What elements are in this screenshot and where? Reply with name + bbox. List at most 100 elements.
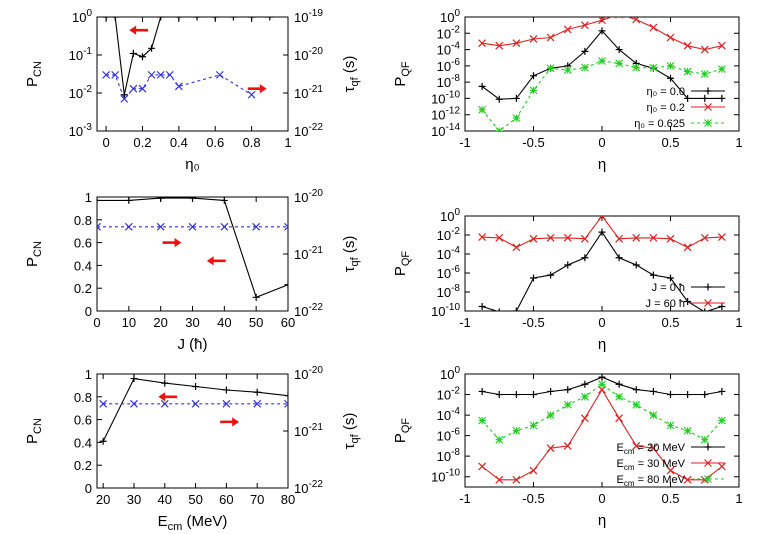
data-point — [632, 441, 641, 450]
data-point — [718, 94, 726, 102]
data-point — [580, 234, 589, 243]
data-point — [211, 17, 219, 21]
data-point — [130, 399, 138, 408]
data-point — [161, 379, 169, 387]
panel-d: -1 -0.5 0 0.5 1 10-10 10-8 10-6 10-4 10-2 100 η PQF J… — [392, 207, 743, 353]
y-tick-label: 0.4 — [74, 435, 92, 450]
data-point — [156, 222, 165, 231]
data-point — [649, 23, 658, 32]
data-point — [512, 426, 521, 435]
data-point — [546, 411, 555, 419]
data-point — [220, 197, 228, 204]
series-line — [481, 231, 723, 311]
y-tick-label: 1 — [85, 367, 92, 382]
data-point — [99, 399, 108, 408]
data-point — [717, 233, 726, 242]
y-axis-label: PCN — [24, 418, 44, 444]
y-tick-label: 10-10 — [431, 468, 460, 485]
data-point — [284, 222, 288, 231]
y2-tick-label: 10-19 — [294, 8, 323, 25]
data-point — [512, 243, 521, 252]
x-tick-label: 40 — [158, 492, 172, 507]
series-group — [478, 17, 726, 131]
x-tick-label: 1 — [735, 135, 742, 150]
axis-indicator-arrow — [220, 417, 240, 427]
x-tick-label: 40 — [217, 315, 231, 330]
y2-axis-label: τqf (s) — [341, 56, 361, 93]
axis-indicator-arrow — [158, 392, 178, 402]
data-point — [632, 386, 640, 394]
x-tick-label: 0.8 — [243, 135, 261, 150]
series-line — [481, 388, 723, 481]
x-tick-label: 30 — [185, 315, 199, 330]
data-point — [529, 466, 538, 475]
x-tick-label: -1 — [459, 491, 471, 506]
x-tick-label: 1 — [284, 135, 291, 150]
data-point — [700, 233, 709, 242]
y-tick-label: 10-2 — [437, 226, 461, 243]
data-point — [111, 70, 120, 79]
legend: Ecm = 20 MeV Ecm = 30 MeV Ecm = 80 MeV — [617, 442, 725, 488]
y-tick-label: 100 — [72, 8, 92, 25]
data-point — [667, 74, 674, 82]
y-tick-label: 0.2 — [74, 458, 92, 473]
plot-frame — [96, 373, 289, 489]
data-point — [666, 421, 675, 430]
data-point — [530, 274, 537, 282]
data-point — [97, 197, 101, 204]
data-point — [138, 84, 147, 93]
data-point — [667, 391, 674, 399]
y-tick-label: 0 — [85, 304, 92, 319]
x-tick-label: 10 — [122, 315, 136, 330]
series-group — [102, 17, 274, 103]
data-point — [666, 61, 675, 70]
y2-tick-label: 10-20 — [294, 188, 323, 205]
data-point — [717, 462, 726, 471]
y-tick-label: 1 — [85, 190, 92, 205]
data-point — [649, 233, 658, 242]
data-point — [191, 399, 200, 408]
data-point — [478, 233, 487, 242]
x-tick-label: 0 — [102, 135, 109, 150]
x-tick-label: 70 — [250, 492, 264, 507]
panel-b: -1 -0.5 0 0.5 110-1410-1210-1010-810-610-410… — [392, 8, 743, 173]
y-tick-label: 100 — [440, 8, 460, 25]
x-tick-label: -0.5 — [522, 315, 544, 330]
y-axis-label: PQF — [392, 418, 412, 444]
data-point — [701, 391, 709, 399]
data-point — [580, 414, 589, 423]
data-point — [649, 271, 657, 279]
legend-marker — [704, 459, 712, 467]
x-tick-label: -1 — [459, 315, 471, 330]
panel-a: 0 0.2 0.4 0.6 0.8 1 10-3 10-2 10-1 100 10-22 10-21 1… — [24, 8, 361, 173]
y-tick-label: 10-2 — [69, 84, 93, 101]
x-tick-label: 0.5 — [661, 491, 679, 506]
data-point — [666, 466, 675, 475]
y-tick-label: 10-10 — [431, 302, 460, 319]
data-point — [175, 17, 183, 21]
plot-frame — [96, 196, 289, 312]
data-point — [215, 70, 224, 79]
legend-label: J = 60 ħ — [646, 298, 685, 310]
x-axis-label: J (ħ) — [178, 336, 208, 353]
x-tick-label: 0 — [598, 135, 605, 150]
data-point — [700, 435, 709, 444]
data-point — [124, 222, 133, 231]
data-point — [512, 94, 520, 102]
data-point — [495, 233, 504, 242]
data-point — [192, 383, 200, 391]
y-tick-label: 10-8 — [437, 73, 461, 90]
y-tick-label: 10-12 — [431, 106, 460, 123]
data-point — [598, 374, 606, 381]
data-point — [102, 17, 110, 21]
data-point — [683, 243, 692, 252]
data-point — [157, 197, 165, 202]
data-point — [498, 308, 500, 311]
data-point — [581, 254, 589, 262]
series-line — [481, 383, 723, 441]
data-point — [129, 84, 138, 93]
legend-label: J = 0 ħ — [652, 282, 685, 294]
data-point — [546, 444, 555, 453]
data-point — [102, 70, 111, 79]
x-tick-label: 20 — [153, 315, 167, 330]
